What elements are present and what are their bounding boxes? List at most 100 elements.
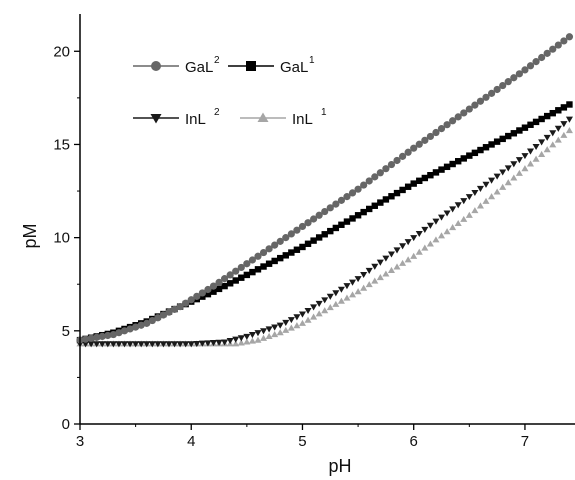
circle-marker (526, 62, 535, 70)
triangle-up-marker (454, 219, 462, 227)
circle-marker (360, 181, 368, 189)
triangle-down-marker (426, 222, 434, 229)
triangle-up-marker (293, 322, 301, 329)
square-marker (304, 240, 312, 247)
triangle-up-marker (315, 310, 323, 317)
triangle-down-marker (293, 314, 301, 321)
square-marker (510, 130, 518, 137)
circle-marker (293, 226, 301, 234)
square-marker (215, 285, 223, 293)
triangle-up-marker (532, 155, 540, 162)
triangle-up-marker (304, 316, 312, 323)
circle-marker (404, 148, 412, 156)
square-marker (482, 144, 490, 151)
circle-marker (287, 230, 295, 238)
triangle-up-marker (493, 188, 501, 195)
circle-marker (532, 58, 540, 66)
circle-marker (521, 66, 529, 74)
triangle-up-marker (476, 202, 484, 209)
triangle-down-marker (98, 341, 106, 348)
triangle-down-marker (449, 206, 457, 213)
square-marker (288, 249, 295, 256)
legend-label: InL (185, 111, 206, 128)
triangle-down-marker (321, 297, 329, 304)
triangle-down-marker (232, 336, 240, 343)
triangle-down-marker (460, 198, 468, 205)
triangle-down-marker (410, 235, 418, 242)
circle-marker (137, 321, 145, 329)
circle-marker (193, 292, 201, 300)
circle-marker (549, 45, 557, 53)
square-marker (221, 282, 228, 290)
legend-label: InL (292, 111, 313, 128)
square-marker (265, 260, 273, 267)
circle-marker (304, 219, 312, 227)
triangle-down-marker (371, 263, 379, 270)
circle-marker (265, 245, 273, 253)
circle-marker (382, 165, 390, 173)
circle-marker (154, 314, 162, 322)
circle-marker (165, 308, 173, 316)
triangle-up-marker (271, 331, 279, 338)
triangle-up-marker (404, 256, 412, 263)
square-marker (332, 224, 340, 232)
triangle-down-marker (93, 341, 101, 348)
square-marker (455, 158, 462, 165)
circle-marker (243, 260, 251, 268)
triangle-up-marker (257, 112, 269, 122)
triangle-down-marker (260, 328, 268, 335)
circle-marker (248, 256, 257, 264)
circle-marker (132, 323, 140, 331)
square-marker (360, 208, 367, 216)
triangle-down-marker (437, 214, 446, 221)
triangle-down-marker (337, 286, 345, 293)
square-marker (282, 252, 289, 259)
triangle-down-marker (104, 341, 112, 348)
circle-marker (398, 152, 407, 160)
triangle-up-marker (488, 193, 496, 200)
triangle-down-marker (332, 290, 340, 297)
y-tick-label: 15 (53, 136, 70, 153)
triangle-up-marker (465, 211, 473, 218)
triangle-down-marker (415, 230, 423, 238)
triangle-down-marker (343, 283, 351, 290)
triangle-up-marker (515, 169, 523, 176)
circle-marker (321, 207, 329, 216)
triangle-down-marker (198, 340, 206, 347)
square-marker (238, 274, 245, 281)
square-marker (343, 218, 351, 225)
triangle-down-marker (510, 161, 518, 168)
triangle-down-marker (298, 311, 306, 318)
circle-marker (515, 70, 523, 78)
triangle-down-marker (304, 307, 312, 315)
triangle-down-marker (209, 340, 218, 347)
circle-marker (560, 37, 568, 45)
square-marker (438, 166, 445, 173)
legend-entry: InL 1 (240, 107, 327, 128)
square-marker (432, 169, 440, 176)
x-tick-label: 5 (298, 433, 306, 450)
square-marker (532, 118, 540, 126)
square-marker (421, 174, 429, 182)
square-marker (543, 112, 551, 120)
square-marker (277, 254, 284, 262)
circle-marker (487, 89, 496, 97)
triangle-down-marker (221, 339, 229, 346)
circle-marker (454, 113, 462, 121)
triangle-up-marker (321, 307, 329, 314)
circle-marker (510, 74, 518, 82)
square-marker (527, 121, 534, 128)
series-gal2 (76, 33, 574, 344)
triangle-down-marker (237, 335, 245, 342)
x-tick-label: 6 (410, 433, 418, 450)
triangle-down-marker (276, 322, 284, 329)
square-marker (271, 257, 278, 265)
circle-marker (504, 78, 512, 86)
triangle-down-marker (565, 116, 573, 123)
triangle-down-marker (243, 333, 251, 340)
triangle-down-marker (120, 341, 129, 348)
circle-marker (476, 97, 485, 105)
triangle-up-marker (499, 183, 507, 190)
triangle-up-marker (354, 288, 362, 295)
